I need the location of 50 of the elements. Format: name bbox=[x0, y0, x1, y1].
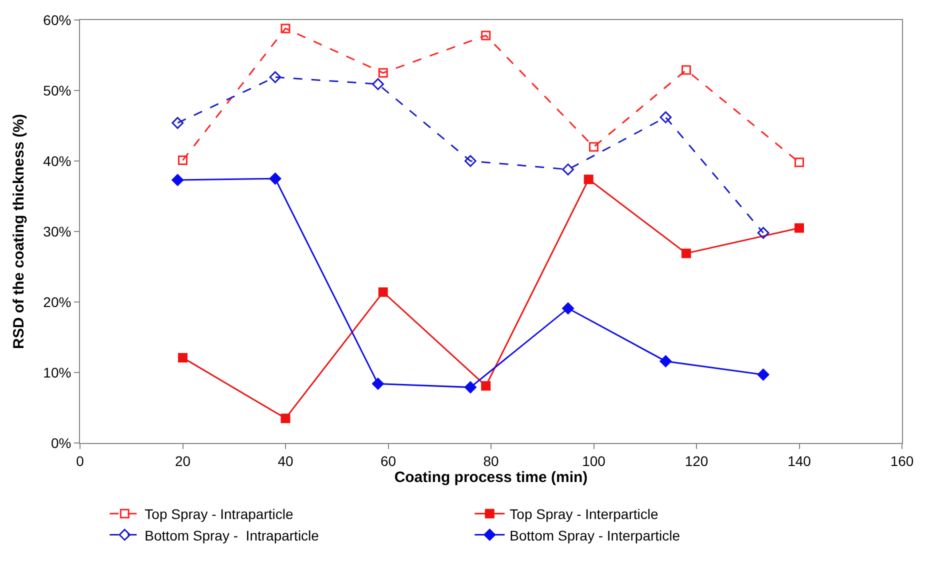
x-tick-label: 0 bbox=[76, 452, 84, 469]
point bbox=[378, 68, 388, 78]
y-tick-label: 60% bbox=[43, 12, 72, 28]
point bbox=[681, 65, 691, 75]
point bbox=[681, 248, 691, 258]
point bbox=[660, 355, 672, 368]
point bbox=[178, 352, 188, 362]
x-tick-label: 40 bbox=[278, 452, 294, 469]
y-axis-title: RSD of the coating thickness (%) bbox=[10, 114, 28, 350]
point bbox=[660, 111, 672, 124]
point bbox=[372, 378, 384, 390]
legend-label: Bottom Spray - Interparticle bbox=[510, 527, 680, 544]
point bbox=[562, 164, 574, 176]
x-tick-label: 80 bbox=[483, 452, 499, 469]
point bbox=[280, 24, 290, 34]
point bbox=[481, 30, 491, 40]
x-tick-label: 100 bbox=[582, 452, 606, 469]
point bbox=[757, 226, 770, 239]
x-tick-label: 60 bbox=[380, 452, 396, 469]
legend-label: Top Spray - Intraparticle bbox=[144, 506, 294, 522]
legend-label: Bottom Spray - Intraparticle bbox=[144, 527, 320, 544]
y-tick-label: 20% bbox=[43, 294, 72, 310]
y-tick-label: 40% bbox=[43, 152, 72, 169]
y-tick-label: 50% bbox=[43, 82, 72, 98]
point bbox=[269, 172, 282, 185]
point bbox=[172, 174, 184, 186]
x-axis-title: Coating process time (min) bbox=[394, 468, 588, 486]
point bbox=[757, 368, 770, 381]
point bbox=[464, 381, 476, 394]
point bbox=[589, 142, 598, 152]
point bbox=[562, 302, 574, 314]
x-tick-label: 120 bbox=[684, 452, 708, 469]
point bbox=[372, 78, 384, 90]
point bbox=[178, 156, 188, 166]
point bbox=[464, 155, 476, 167]
x-tick-label: 20 bbox=[174, 452, 191, 469]
point bbox=[280, 414, 290, 424]
y-tick-label: 0% bbox=[50, 434, 72, 451]
x-tick-label: 160 bbox=[890, 452, 914, 469]
point bbox=[584, 174, 594, 184]
point bbox=[794, 223, 804, 233]
point bbox=[794, 158, 804, 168]
legend-label: Top Spray - Interparticle bbox=[510, 506, 658, 522]
point bbox=[269, 71, 282, 84]
y-tick-label: 10% bbox=[43, 364, 72, 380]
point bbox=[172, 116, 184, 129]
point bbox=[378, 287, 388, 297]
x-tick-label: 140 bbox=[788, 452, 812, 469]
point bbox=[481, 381, 491, 391]
y-tick-label: 30% bbox=[43, 223, 72, 240]
